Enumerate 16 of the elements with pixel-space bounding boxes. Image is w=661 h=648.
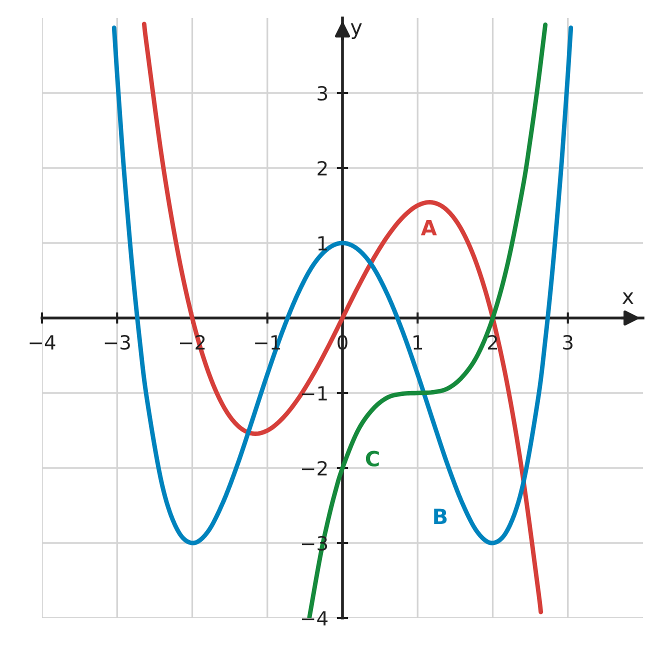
y-tick-label: −4 xyxy=(302,611,328,626)
series-label: A xyxy=(420,220,437,236)
series-label: B xyxy=(434,508,447,524)
y-axis-title: y xyxy=(350,23,362,39)
x-tick-label: −3 xyxy=(104,335,130,350)
y-tick-label: 3 xyxy=(318,86,328,101)
y-tick-label: 1 xyxy=(318,236,327,250)
x-tick-label: −4 xyxy=(30,335,56,350)
y-tick-label: −2 xyxy=(302,460,327,476)
x-tick-label: 1 xyxy=(414,335,422,350)
x-tick-label: 3 xyxy=(563,335,572,350)
x-axis-title: x xyxy=(622,292,634,304)
series-label: C xyxy=(366,450,379,467)
y-tick-label: −1 xyxy=(302,386,327,400)
y-tick-label: 2 xyxy=(318,160,327,176)
x-tick-label: 2 xyxy=(488,335,497,350)
